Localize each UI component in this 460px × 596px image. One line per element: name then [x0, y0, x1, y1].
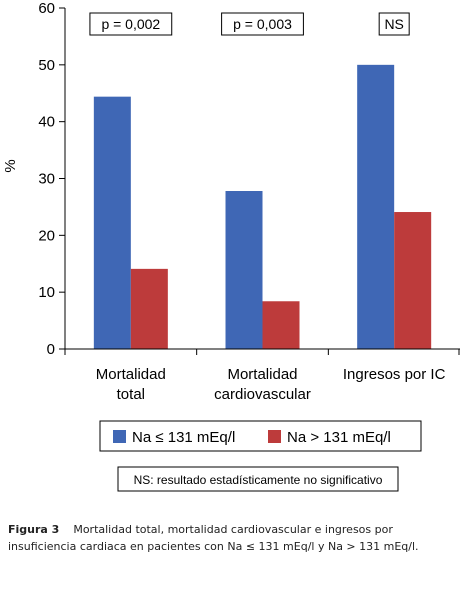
y-tick-label: 0 [47, 341, 55, 358]
legend-swatch [113, 430, 126, 443]
y-tick-label: 50 [38, 57, 55, 74]
bar [130, 268, 168, 349]
legend-box [99, 420, 422, 452]
bar-chart: 0 10 20 30 40 50 60 Mortalidad total Mortalidad c… [2, 0, 460, 492]
y-tick-label: 30 [38, 171, 55, 188]
bar [93, 96, 131, 349]
legend-swatch [268, 430, 281, 443]
y-tick-label: 40 [38, 114, 55, 131]
annotation-label: p = 0,003 [233, 16, 292, 32]
annotation-box [89, 12, 173, 36]
caption-label: Figura 3 [8, 523, 60, 536]
category-label-line: Ingresos por IC [343, 366, 446, 383]
y-axis-ticks: 0 10 20 30 40 50 60 [38, 0, 65, 358]
bar [394, 212, 432, 349]
figure-caption: Figura 3 Mortalidad total, mortalidad car… [8, 521, 452, 555]
category-label: Mortalidad total [96, 366, 166, 403]
y-tick-label: 10 [38, 284, 55, 301]
category-label-line: Mortalidad [227, 366, 297, 383]
annotation-label: p = 0,002 [101, 16, 160, 32]
annotation-box [378, 12, 410, 36]
legend-label: Na ≤ 131 mEq/l [132, 429, 235, 446]
caption-text: Mortalidad total, mortalidad cardiovascu… [8, 523, 419, 553]
note-text: NS: resultado estadísticamente no signif… [134, 473, 383, 487]
bar [262, 301, 300, 349]
axes [64, 8, 460, 355]
bar [357, 64, 395, 349]
significance-note: NS: resultado estadísticamente no signif… [117, 466, 399, 492]
category-label-line: total [117, 386, 145, 403]
annotation-box [221, 12, 304, 36]
category-label: Ingresos por IC [343, 366, 446, 383]
y-tick-label: 60 [38, 0, 55, 17]
y-axis-label: % [2, 159, 19, 172]
category-label-line: Mortalidad [96, 366, 166, 383]
bar [225, 191, 263, 349]
category-label-line: cardiovascular [214, 386, 311, 403]
annotation-label: NS [384, 16, 403, 32]
note-box [117, 466, 399, 492]
y-tick-label: 20 [38, 227, 55, 244]
annotations: p = 0,002 p = 0,003 NS [89, 12, 410, 36]
legend: Na ≤ 131 mEq/l Na > 131 mEq/l [99, 420, 422, 452]
category-label: Mortalidad cardiovascular [214, 366, 311, 403]
category-labels: Mortalidad total Mortalidad cardiovascular I… [96, 366, 446, 403]
legend-label: Na > 131 mEq/l [287, 429, 391, 446]
bars [93, 64, 432, 349]
